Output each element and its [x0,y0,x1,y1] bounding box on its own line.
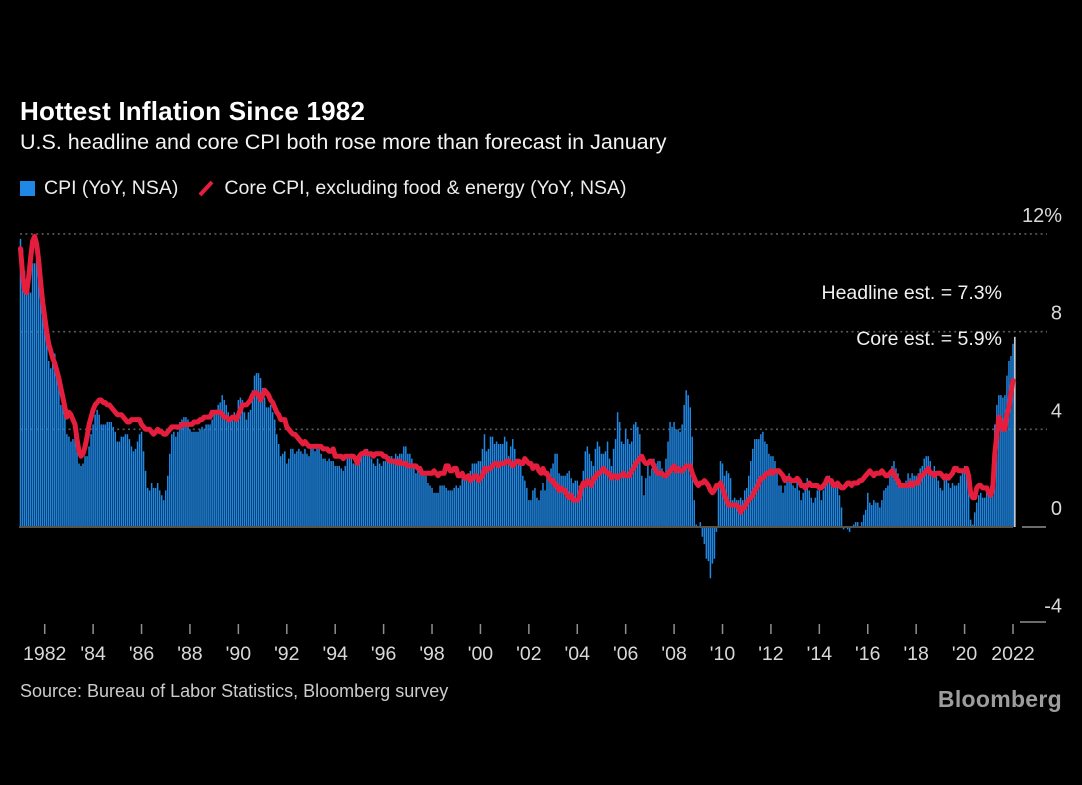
y-axis-label: 12% [1022,205,1062,227]
svg-text:'04: '04 [565,643,591,665]
svg-text:'92: '92 [274,643,299,665]
svg-text:'96: '96 [371,643,396,665]
bloomberg-logo: Bloomberg [937,686,1062,712]
source-note: Source: Bureau of Labor Statistics, Bloo… [20,681,449,701]
svg-text:'08: '08 [661,643,686,665]
svg-text:'18: '18 [903,643,928,665]
svg-text:'00: '00 [468,643,494,665]
core-cpi-series-label: Core CPI, excluding food & energy (YoY, … [224,177,627,199]
chart-legend: CPI (YoY, NSA) Core CPI, excluding food … [20,177,627,200]
svg-text:'94: '94 [322,643,348,665]
page-title: Hottest Inflation Since 1982 [20,96,366,126]
y-axis-label: -4 [1044,596,1062,618]
estimate-annotation: Headline est. = 7.3% [822,282,1003,304]
svg-text:'20: '20 [952,643,978,665]
svg-text:'16: '16 [855,643,880,665]
svg-text:1982: 1982 [23,643,66,665]
svg-text:'84: '84 [80,643,106,665]
y-axis-label: 8 [1051,303,1062,325]
svg-text:'86: '86 [129,643,154,665]
svg-text:2022: 2022 [991,643,1034,665]
svg-text:'12: '12 [758,643,783,665]
svg-text:'10: '10 [710,643,736,665]
svg-text:'14: '14 [807,643,833,665]
svg-text:'88: '88 [177,643,202,665]
cpi-bar-swatch-icon [20,181,35,196]
estimate-annotation: Core est. = 5.9% [856,328,1002,350]
svg-text:'02: '02 [516,643,541,665]
svg-text:'06: '06 [613,643,638,665]
svg-text:'90: '90 [226,643,252,665]
y-axis-label: 0 [1051,498,1062,520]
y-axis-label: 4 [1051,400,1062,422]
chart-subtitle: U.S. headline and core CPI both rose mor… [20,130,667,154]
core-cpi-line-slash-icon [198,180,214,197]
svg-text:'98: '98 [419,643,444,665]
cpi-series-label: CPI (YoY, NSA) [44,177,179,199]
